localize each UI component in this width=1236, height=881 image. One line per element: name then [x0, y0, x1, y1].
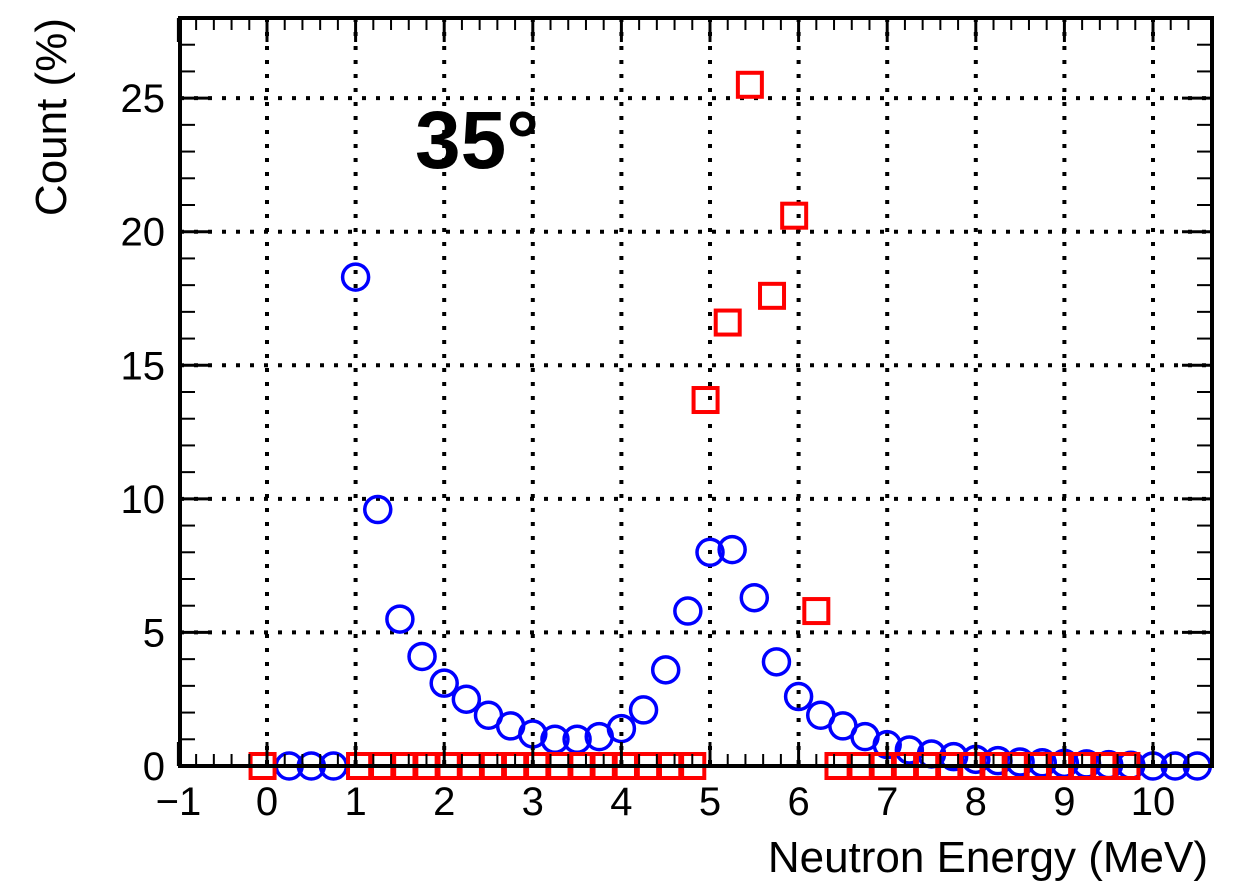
square-marker [735, 70, 764, 99]
circle-marker [650, 655, 681, 685]
y-tick-label: 0 [143, 745, 165, 789]
x-tick-label: 1 [344, 780, 366, 824]
x-tick-label: 5 [699, 780, 721, 824]
x-tick-label: −1 [156, 780, 202, 824]
circle-marker [894, 735, 925, 765]
x-tick-label: 2 [433, 780, 455, 824]
circle-marker [407, 641, 437, 672]
circle-marker [628, 695, 659, 725]
circle-marker [429, 668, 459, 698]
square-marker [713, 308, 742, 337]
circle-marker [695, 537, 725, 568]
circle-marker [451, 684, 482, 714]
y-tick-labels: 0 5 10 15 20 25 [121, 77, 166, 789]
circle-marker [761, 647, 792, 677]
x-tick-label: 9 [1053, 780, 1075, 824]
square-marker [802, 597, 831, 626]
circle-marker [340, 262, 371, 292]
x-tick-label: 7 [876, 780, 898, 824]
x-tick-labels: −1 0 1 2 3 4 5 6 7 8 9 10 [156, 780, 1176, 824]
x-tick-label: 4 [610, 780, 632, 824]
circle-marker [673, 596, 703, 626]
axis-ticks [176, 17, 1212, 768]
y-tick-label: 15 [121, 344, 166, 388]
plot-background [180, 18, 1212, 766]
circle-marker [363, 494, 393, 525]
y-tick-label: 5 [143, 611, 165, 655]
square-marker [758, 281, 787, 310]
y-tick-label: 25 [121, 77, 166, 121]
circle-marker [739, 582, 770, 613]
x-tick-label: 3 [522, 780, 544, 824]
y-tick-label: 20 [121, 211, 166, 255]
x-tick-label: 0 [256, 780, 278, 824]
square-marker [691, 386, 720, 415]
x-tick-label: 8 [965, 780, 987, 824]
circle-marker [385, 604, 415, 634]
y-axis-title: Count (%) [27, 18, 76, 216]
x-axis-title: Neutron Energy (MeV) [768, 833, 1208, 881]
circle-marker [783, 681, 814, 712]
y-tick-label: 10 [121, 478, 166, 522]
circle-marker [717, 534, 747, 565]
x-tick-label: 6 [787, 780, 809, 824]
circle-marker [606, 713, 637, 744]
square-marker [780, 201, 809, 230]
x-tick-label: 10 [1131, 780, 1176, 824]
panel-annotation: 35° [415, 95, 539, 186]
grid-lines [180, 18, 1212, 766]
